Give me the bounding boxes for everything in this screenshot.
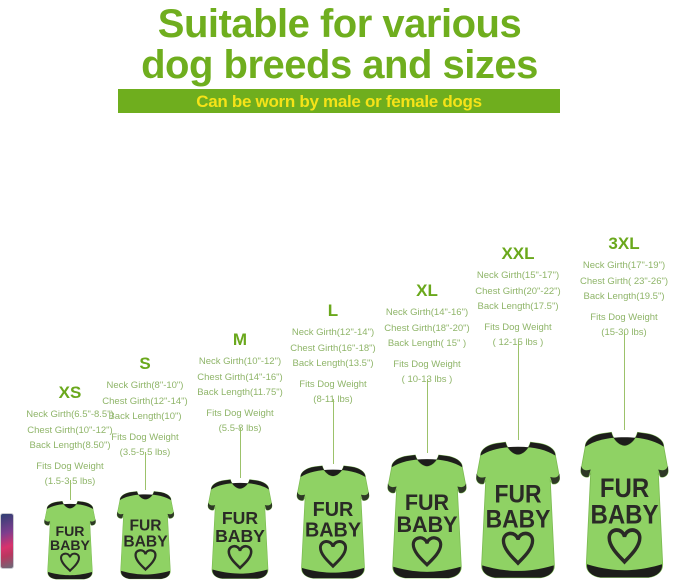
spec-back-length: Back Length(11.75") [197,387,283,399]
connector-line-s [145,452,146,490]
heart-icon [607,528,642,565]
heart-icon [227,544,253,570]
heart-icon [318,540,348,569]
shirt-3xl: FUR BABY [570,430,679,581]
shirt-print-line2: BABY [396,512,457,537]
subtitle-banner: Can be worn by male or female dogs [118,89,560,113]
spec-block-xxl: XXL Neck Girth(15"-17") Chest Girth(20"-… [463,244,573,350]
spec-chest-girth: Chest Girth(16"-18") [290,342,376,354]
spec-neck-girth: Neck Girth(14"-16") [385,307,469,319]
shirt-print-line1: FUR [600,474,649,503]
size-label-3xl: 3XL [608,234,640,253]
size-label-xl: XL [416,281,438,300]
spec-back-length: Back Length(10") [108,411,182,423]
spec-weight-label: Fits Dog Weight [393,358,461,370]
shirt-print-line2: BABY [486,506,551,534]
shirt-print-line1: FUR [222,508,258,528]
spec-back-length: Back Length(19.5") [583,291,665,303]
subtitle-text: Can be worn by male or female dogs [196,91,482,111]
shirt-print-line2: BABY [50,537,90,553]
connector-line-l [333,399,334,464]
spec-weight-value: (8-11 lbs) [313,393,353,405]
spec-neck-girth: Neck Girth(15"-17") [476,270,560,282]
connector-line-3xl [624,332,625,430]
shirt-print-line2: BABY [305,519,362,541]
heart-icon [501,531,535,566]
phone-thumbnail-image [0,513,14,569]
spec-neck-girth: Neck Girth(12"-14") [291,327,375,339]
shirt-print-line1: FUR [56,523,85,539]
connector-line-xs [70,480,71,500]
shirt-xs: FUR BABY [38,500,102,581]
header-banner: Suitable for various dog breeds and size… [0,0,679,120]
spec-weight-label: Fits Dog Weight [299,378,367,390]
spec-chest-girth: Chest Girth(14"-16") [197,371,283,383]
spec-block-l: L Neck Girth(12"-14") Chest Girth(16"-18… [279,301,387,407]
spec-chest-girth: Chest Girth( 23"-26") [579,275,669,287]
connector-line-m [240,428,241,478]
shirt-print-line1: FUR [129,517,162,534]
spec-chest-girth: Chest Girth(18"-20") [384,322,470,334]
shirt-print-line1: FUR [495,481,542,509]
connector-line-xl [427,379,428,453]
shirt-m: FUR BABY [200,478,280,581]
spec-neck-girth: Neck Girth(17"-19") [582,260,666,272]
shirt-print-line2: BABY [215,526,265,546]
page-title-line-1: Suitable for various [157,2,522,46]
spec-neck-girth: Neck Girth(10"-12") [198,356,282,368]
spec-weight-label: Fits Dog Weight [484,321,552,333]
spec-chest-girth: Chest Girth(10"-12") [27,424,113,436]
spec-weight-value: (15-30 lbs) [601,326,647,338]
size-label-xxl: XXL [501,244,535,263]
spec-weight-value: (5.5-8 lbs) [218,422,262,434]
spec-weight-label: Fits Dog Weight [36,460,104,472]
spec-block-s: S Neck Girth(8"-10") Chest Girth(12"-14"… [96,354,194,460]
shirt-print-line2: BABY [123,533,168,550]
shirt-print-line2: BABY [591,500,659,529]
spec-chest-girth: Chest Girth(20"-22") [475,285,561,297]
shirt-xxl: FUR BABY [466,440,570,581]
spec-weight-label: Fits Dog Weight [590,311,658,323]
spec-block-3xl: 3XL Neck Girth(17"-19") Chest Girth( 23"… [572,234,676,340]
spec-back-length: Back Length(17.5") [477,301,559,313]
shirt-xl: FUR BABY [378,453,476,581]
spec-back-length: Back Length( 15" ) [387,338,467,350]
heart-icon [134,549,157,572]
size-label-s: S [139,354,151,373]
size-label-xs: XS [58,383,82,402]
spec-chest-girth: Chest Girth(12"-14") [102,395,188,407]
shirt-print-line1: FUR [405,490,449,515]
shirt-l: FUR BABY [288,464,378,581]
heart-icon [60,552,80,573]
spec-neck-girth: Neck Girth(6.5"-8.5") [26,409,114,421]
spec-back-length: Back Length(8.50") [29,440,111,452]
page-title-line-2: dog breeds and sizes [141,43,538,87]
connector-line-xxl [518,342,519,440]
shirt-print-line1: FUR [313,499,354,521]
size-label-l: L [327,301,339,320]
spec-weight-label: Fits Dog Weight [206,407,274,419]
shirt-s: FUR BABY [110,490,181,581]
spec-weight-label: Fits Dog Weight [111,431,179,443]
spec-back-length: Back Length(13.5") [292,358,374,370]
spec-neck-girth: Neck Girth(8"-10") [106,380,184,392]
size-label-m: M [232,330,248,349]
spec-block-m: M Neck Girth(10"-12") Chest Girth(14"-16… [186,330,294,436]
heart-icon [411,536,443,568]
